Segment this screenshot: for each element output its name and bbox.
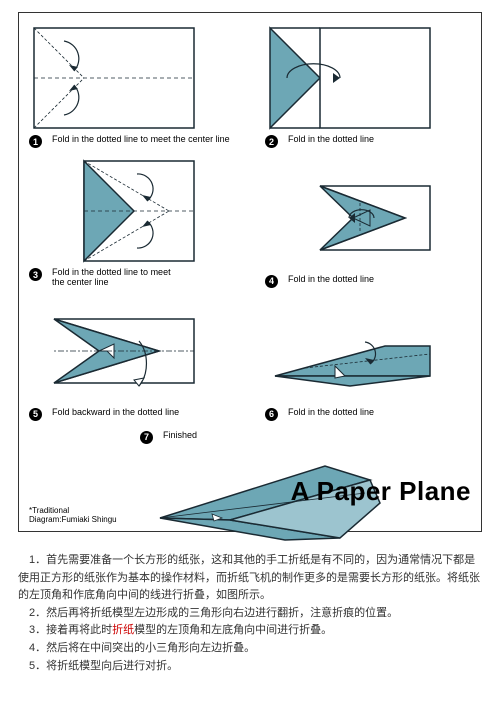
highlight-text: 折纸	[112, 624, 134, 636]
step-5: 5 Fold backward in the dotted line	[29, 296, 235, 421]
diagram-frame: 1 Fold in the dotted line to meet the ce…	[18, 12, 482, 532]
step-num: 5	[29, 408, 42, 421]
step-6-svg	[265, 336, 445, 406]
step-caption: Fold in the dotted line to meet the cent…	[52, 135, 230, 145]
step-5-svg	[29, 296, 209, 406]
step-2-svg	[265, 23, 445, 133]
step-num: 1	[29, 135, 42, 148]
step-3-svg	[29, 156, 209, 266]
diagram-title: A Paper Plane	[291, 476, 471, 507]
step-4-svg	[265, 163, 445, 273]
row-3: 5 Fold backward in the dotted line 6 Fol…	[29, 296, 471, 421]
instr-2: 2．然后再将折纸模型左边形成的三角形向右边进行翻折，注意折痕的位置。	[18, 605, 482, 623]
credit-line2: Diagram:Fumiaki Shingu	[29, 515, 117, 524]
step-4: 4 Fold in the dotted line	[265, 163, 471, 288]
instructions-block: 1．首先需要准备一个长方形的纸张，这和其他的手工折纸是有不同的，因为通常情况下都…	[18, 552, 482, 675]
step-caption: Finished	[163, 431, 197, 441]
instr-3: 3．接着再将此时折纸模型的左顶角和左底角向中间进行折叠。	[18, 622, 482, 640]
step-6: 6 Fold in the dotted line	[265, 336, 471, 421]
instr-1: 1．首先需要准备一个长方形的纸张，这和其他的手工折纸是有不同的，因为通常情况下都…	[18, 552, 482, 605]
step-num: 2	[265, 135, 278, 148]
step-2: 2 Fold in the dotted line	[265, 23, 471, 148]
step-caption: Fold in the dotted line	[288, 135, 374, 145]
step-caption: Fold in the dotted line to meet the cent…	[52, 268, 182, 288]
instr-4: 4．然后将在中间突出的小三角形向左边折叠。	[18, 640, 482, 658]
instr-5: 5．将折纸模型向后进行对折。	[18, 658, 482, 676]
step-1-svg	[29, 23, 209, 133]
row-1: 1 Fold in the dotted line to meet the ce…	[29, 23, 471, 148]
step-caption: Fold in the dotted line	[288, 408, 374, 418]
step-num: 4	[265, 275, 278, 288]
step-caption: Fold backward in the dotted line	[52, 408, 179, 418]
step-caption: Fold in the dotted line	[288, 275, 374, 285]
step-1: 1 Fold in the dotted line to meet the ce…	[29, 23, 235, 148]
credit-line1: *Traditional	[29, 506, 69, 515]
row-2: 3 Fold in the dotted line to meet the ce…	[29, 156, 471, 288]
step-num: 3	[29, 268, 42, 281]
diagram-credit: *Traditional Diagram:Fumiaki Shingu	[29, 506, 117, 525]
step-num: 6	[265, 408, 278, 421]
step-3: 3 Fold in the dotted line to meet the ce…	[29, 156, 235, 288]
step-num: 7	[140, 431, 153, 444]
